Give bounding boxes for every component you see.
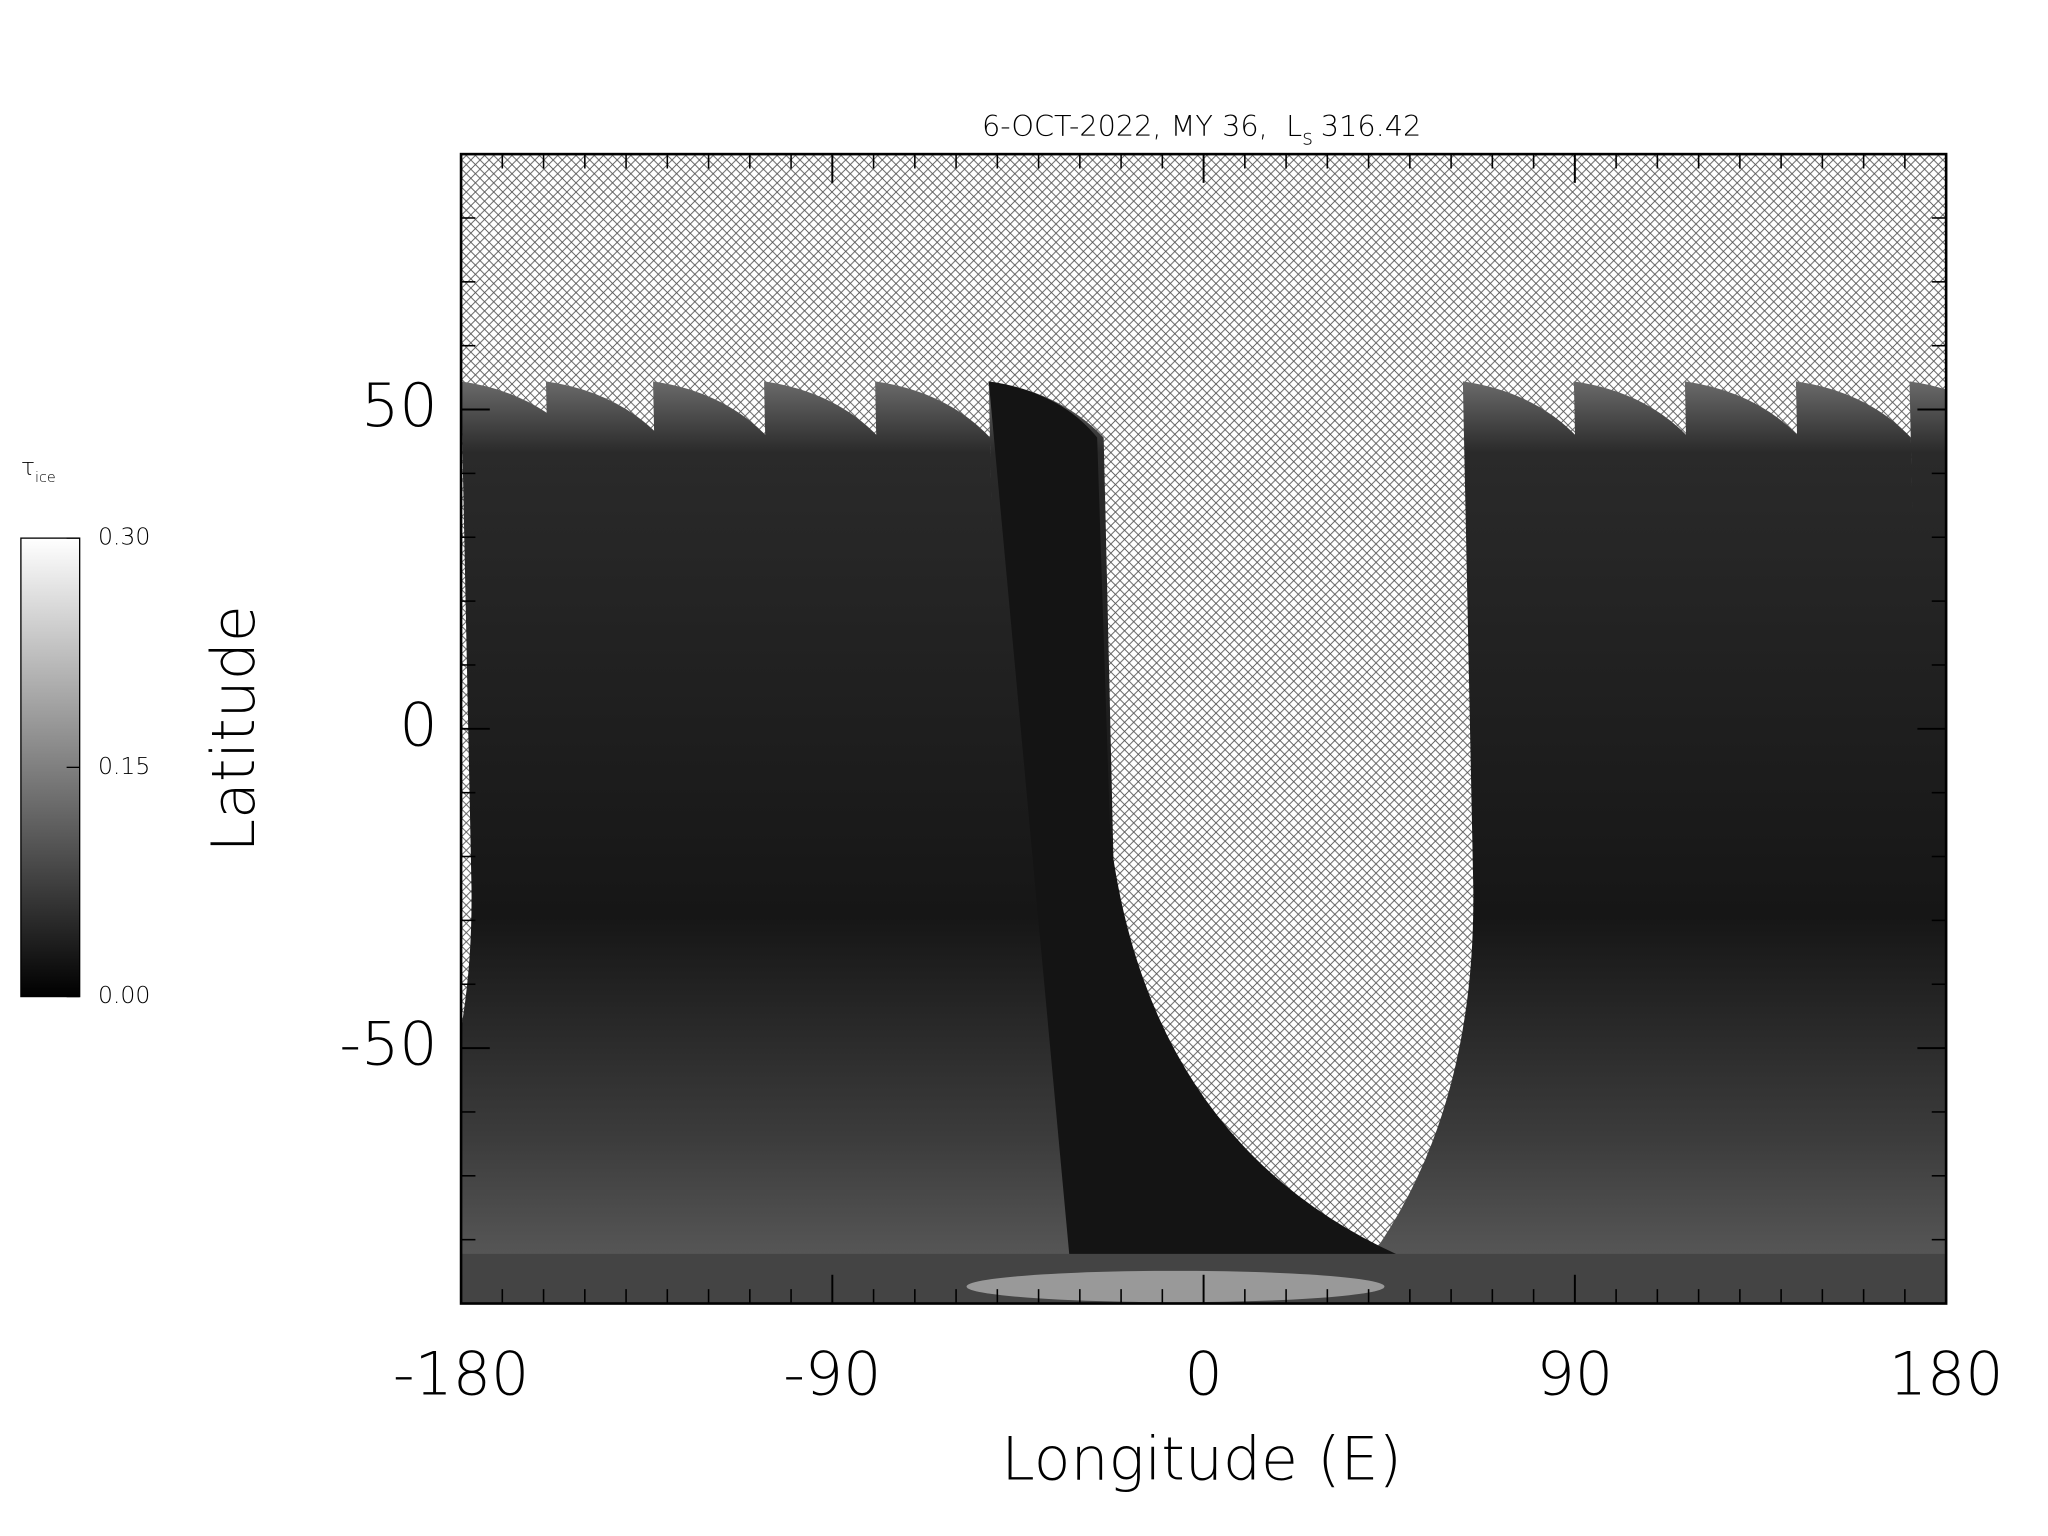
y-axis-label: Latitude — [199, 605, 269, 852]
x-tick-label: 0 — [1184, 1339, 1222, 1409]
x-tick-label: -90 — [783, 1339, 881, 1409]
colorbar-symbol: τ — [21, 452, 35, 480]
y-tick-label: -50 — [339, 1010, 437, 1080]
title-subscript: s — [1302, 125, 1313, 149]
polar-band — [966, 1270, 1385, 1303]
title-symbol: L — [1286, 109, 1302, 143]
x-tick-label: -180 — [393, 1339, 529, 1409]
colorbar-subscript: ice — [35, 470, 56, 486]
y-tick-label: 50 — [361, 371, 437, 441]
colorbar-tick-label: 0.00 — [98, 981, 150, 1009]
swath — [1805, 381, 1947, 1274]
x-tick-label: 180 — [1889, 1339, 2004, 1409]
title-text: 6-OCT-2022, MY 36, — [982, 109, 1268, 143]
colorbar-tick-label: 0.30 — [98, 523, 150, 551]
swath — [1691, 381, 1947, 1274]
y-tick-label: 0 — [399, 690, 437, 760]
title-value: 316.42 — [1321, 109, 1422, 143]
colorbar-tick-label: 0.15 — [98, 752, 150, 780]
imagery — [461, 381, 1947, 1304]
x-tick-label: 90 — [1537, 1339, 1613, 1409]
colorbar-label: τice — [21, 452, 56, 486]
chart-title: 6-OCT-2022, MY 36, Ls 316.42 — [982, 109, 1421, 149]
x-axis-label: Longitude (E) — [1001, 1424, 1402, 1494]
swath — [988, 381, 1411, 1274]
